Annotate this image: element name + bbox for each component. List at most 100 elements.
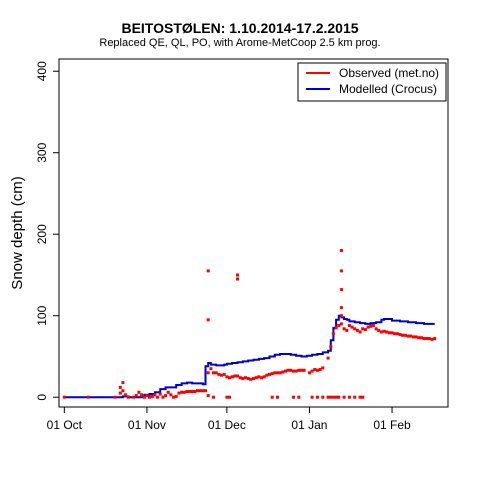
observed-point [159,393,162,396]
observed-point [415,335,418,338]
observed-point [143,396,146,399]
observed-point [348,396,351,399]
observed-point [87,396,90,399]
observed-point [385,331,388,334]
observed-point [204,389,207,392]
observed-point [289,369,292,372]
observed-point [335,396,338,399]
observed-point [225,396,228,399]
observed-point [412,335,415,338]
observed-point [279,371,282,374]
observed-point [321,396,324,399]
observed-point [207,318,210,321]
observed-point [207,269,210,272]
observed-point [319,368,322,371]
observed-point [359,331,362,334]
observed-point [340,306,343,309]
observed-point [292,396,295,399]
observed-point [364,328,367,331]
observed-point [114,396,117,399]
observed-point [369,325,372,328]
observed-point [417,336,420,339]
observed-point [337,396,340,399]
y-tick-label: 0 [35,394,49,401]
observed-point [327,357,330,360]
observed-point [343,396,346,399]
observed-point [127,396,130,399]
observed-point [193,390,196,393]
legend-label-modelled: Modelled (Crocus) [339,82,437,96]
observed-point [119,392,122,395]
observed-point [295,370,298,373]
observed-point [207,394,210,397]
y-tick-label: 200 [35,224,49,244]
observed-point [332,332,335,335]
plot-data [63,249,436,399]
observed-point [148,396,151,399]
observed-point [404,334,407,337]
observed-point [124,393,127,396]
observed-point [217,373,220,376]
observed-point [151,395,154,398]
plot-frame [59,59,448,407]
observed-point [431,338,434,341]
observed-point [329,396,332,399]
observed-point [361,396,364,399]
observed-point [239,376,242,379]
observed-point [351,326,354,329]
observed-point [399,333,402,336]
x-tick-label: 01 Jan [291,418,327,432]
observed-point [423,337,426,340]
observed-point [196,389,199,392]
modelled-series-line [64,316,434,398]
observed-point [284,370,287,373]
observed-point [263,375,266,378]
observed-point [313,368,316,371]
observed-point [300,369,303,372]
observed-point [140,393,143,396]
observed-point [388,331,391,334]
observed-point [191,390,194,393]
observed-point [308,371,311,374]
observed-point [164,394,167,397]
observed-point [63,396,66,399]
observed-point [225,375,228,378]
observed-point [207,371,210,374]
observed-point [175,395,178,398]
observed-point [249,378,252,381]
observed-point [167,391,170,394]
observed-point [321,366,324,369]
observed-point [409,335,412,338]
observed-point [359,396,362,399]
observed-point [391,331,394,334]
observed-point [311,396,314,399]
observed-point [297,369,300,372]
observed-point [340,314,343,317]
observed-point [241,377,244,380]
observed-point [132,396,135,399]
observed-point [375,327,378,330]
observed-point [335,326,338,329]
observed-point [220,374,223,377]
observed-point [260,376,263,379]
observed-point [428,337,431,340]
observed-point [145,394,148,397]
legend-label-observed: Observed (met.no) [339,66,439,80]
observed-point [348,324,351,327]
observed-point [377,329,380,332]
observed-point [337,324,340,327]
observed-point [121,381,124,384]
observed-point [425,337,428,340]
observed-point [276,396,279,399]
observed-point [303,369,306,372]
observed-point [183,391,186,394]
x-tick-label: 01 Oct [47,418,83,432]
x-tick-label: 01 Feb [373,418,411,432]
observed-point [340,249,343,252]
observed-point [271,372,274,375]
observed-point [161,396,164,399]
observed-point [345,329,348,332]
observed-point [135,394,138,397]
observed-point [273,371,276,374]
observed-point [367,326,370,329]
